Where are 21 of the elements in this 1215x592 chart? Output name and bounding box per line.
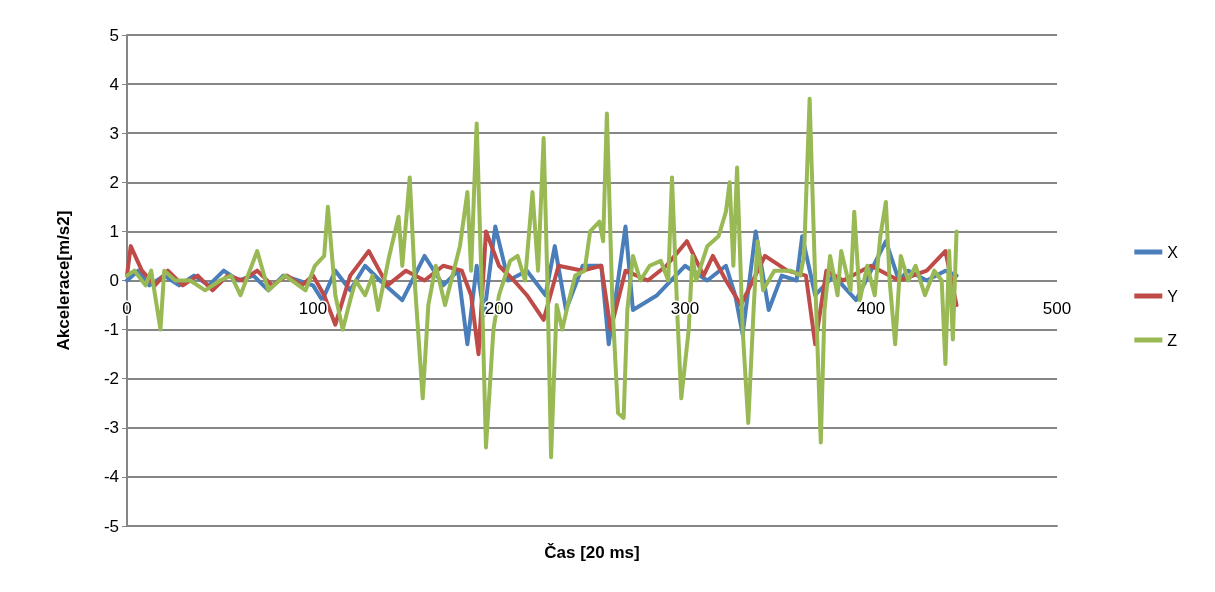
legend-label: X bbox=[1167, 243, 1179, 261]
line-series bbox=[125, 96, 959, 460]
y-tick-label: 3 bbox=[109, 123, 119, 143]
y-tick-label: -5 bbox=[103, 516, 119, 536]
y-tick-label: -1 bbox=[103, 320, 119, 340]
x-tick-label: 0 bbox=[122, 299, 132, 318]
y-tick-label: 0 bbox=[109, 271, 119, 290]
y-tick-label: -4 bbox=[103, 467, 119, 487]
legend-label: Z bbox=[1167, 331, 1178, 349]
x-tick-label: 100 bbox=[298, 299, 328, 318]
x-axis-title: Čas [20 ms] bbox=[544, 543, 640, 562]
y-tick-label: 1 bbox=[109, 221, 119, 241]
y-tick-label: -3 bbox=[103, 418, 119, 438]
y-tick-label: 2 bbox=[109, 172, 119, 192]
y-tick-label: -2 bbox=[103, 369, 119, 389]
legend-label: Y bbox=[1167, 287, 1179, 305]
y-tick-label: 5 bbox=[109, 25, 119, 45]
x-tick-label: 400 bbox=[856, 299, 886, 318]
x-tick-label: 500 bbox=[1042, 299, 1072, 318]
y-axis-title: Akcelerace[m/s2] bbox=[54, 210, 73, 351]
y-tick-label: 4 bbox=[109, 74, 119, 94]
